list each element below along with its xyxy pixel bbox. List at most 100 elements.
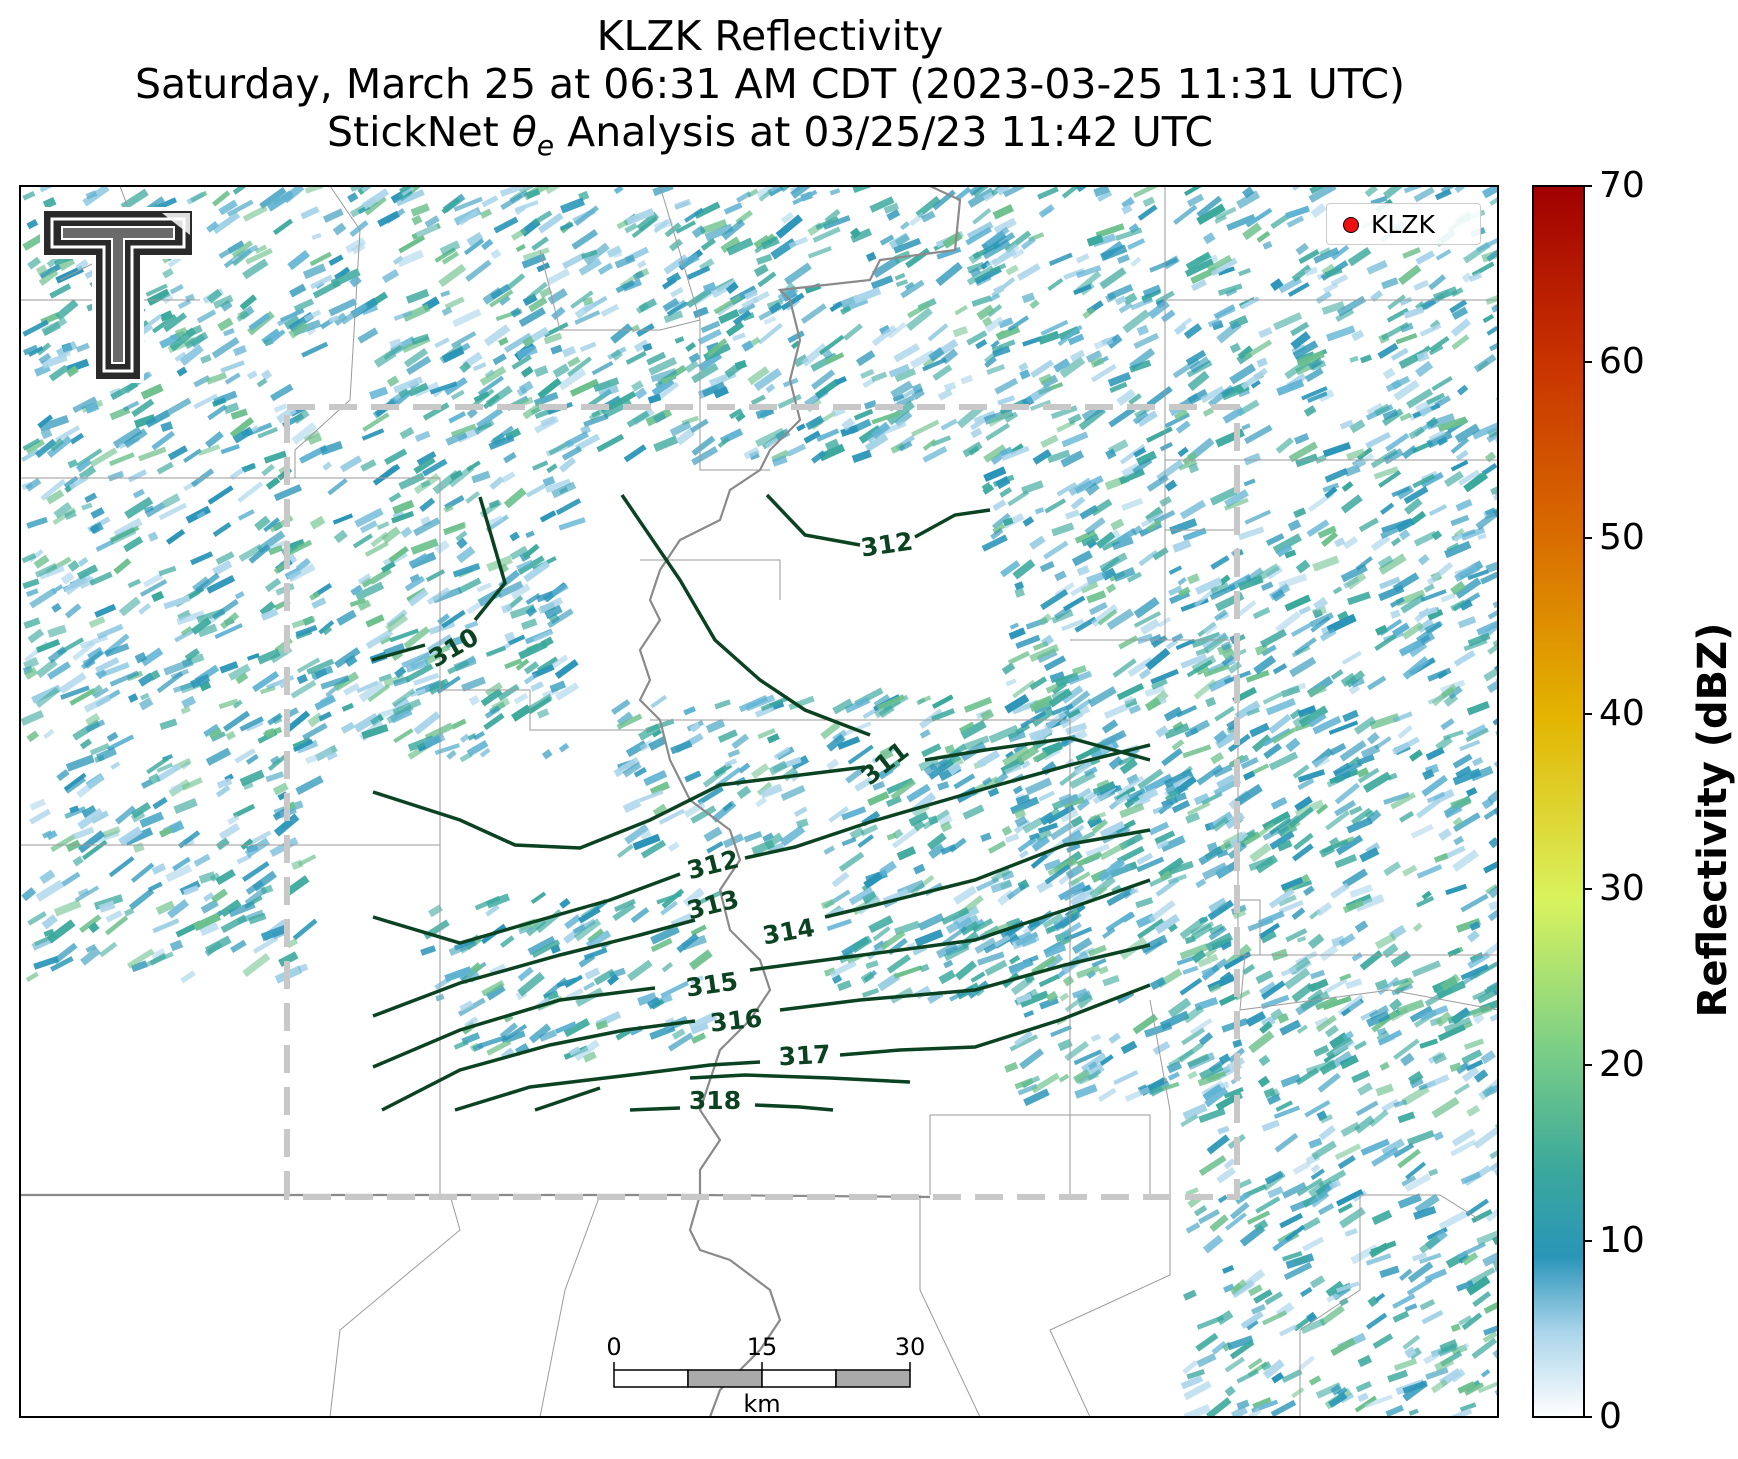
echo-cell [1160, 835, 1186, 852]
echo-cell [354, 581, 385, 601]
echo-cell [1166, 1060, 1183, 1074]
echo-cell [1374, 932, 1397, 950]
echo-cell [992, 499, 1007, 511]
echo-cell [651, 377, 675, 397]
echo-cell [55, 425, 81, 443]
echo-cell [717, 436, 731, 448]
echo-cell [33, 554, 50, 569]
echo-cell [1122, 292, 1138, 306]
echo-cell [1058, 1073, 1070, 1083]
echo-cell [1136, 450, 1157, 466]
echo-cell [22, 578, 40, 590]
echo-cell [381, 526, 401, 544]
echo-cell [22, 191, 36, 201]
echo-cell [1354, 893, 1385, 912]
echo-cell [452, 308, 482, 328]
echo-cell [648, 736, 667, 751]
echo-cell [1431, 683, 1458, 707]
echo-cell [1019, 1048, 1044, 1070]
echo-cell [658, 808, 685, 825]
echo-cell [252, 936, 279, 954]
echo-cell [1461, 1049, 1483, 1065]
echo-cell [885, 795, 902, 808]
echo-cell [1315, 290, 1332, 304]
echo-cell [640, 839, 667, 859]
echo-cell [1300, 1318, 1326, 1335]
echo-cell [998, 317, 1014, 329]
echo-cell [53, 501, 73, 519]
echo-cell [1497, 281, 1498, 295]
echo-cell [288, 320, 309, 339]
echo-cell [1313, 596, 1329, 611]
scale-tick-15: 15 [746, 1333, 778, 1361]
echo-cell [272, 218, 294, 236]
echo-cell [943, 959, 954, 969]
echo-cell [49, 283, 72, 299]
echo-cell [1224, 1385, 1236, 1397]
echo-cell [691, 435, 716, 456]
echo-cell [591, 360, 614, 376]
echo-cell [1070, 871, 1091, 886]
echo-cell [165, 864, 193, 883]
echo-cell [208, 727, 223, 739]
echo-cell [489, 476, 505, 490]
echo-cell [215, 551, 235, 565]
echo-cell [1322, 995, 1352, 1011]
echo-cell [1232, 1039, 1243, 1048]
echo-cell [843, 323, 863, 341]
echo-cell [537, 377, 562, 400]
echo-cell [146, 288, 171, 306]
echo-cell [1292, 712, 1311, 728]
echo-cell [1351, 1069, 1371, 1084]
echo-cell [1060, 450, 1085, 468]
echo-cell [490, 425, 514, 445]
echo-cell [584, 967, 601, 980]
echo-cell [336, 609, 357, 626]
echo-cell [85, 943, 97, 953]
contour-313 [372, 743, 1151, 945]
echo-cell [39, 869, 56, 884]
echo-cell [1297, 777, 1315, 791]
echo-cell [803, 387, 829, 408]
echo-cell [75, 258, 89, 271]
echo-cell [1310, 1164, 1321, 1174]
echo-cell [1145, 647, 1171, 671]
echo-cell [732, 332, 746, 342]
echo-cell [434, 337, 450, 348]
echo-cell [1220, 641, 1233, 652]
echo-cell [1210, 751, 1225, 765]
echo-cell [714, 699, 731, 710]
echo-cell [493, 216, 519, 234]
echo-cell [1473, 353, 1497, 373]
echo-cell [1419, 1298, 1436, 1311]
echo-cell [1487, 609, 1498, 620]
echo-cell [652, 411, 667, 424]
echo-cell [1195, 878, 1207, 889]
echo-cell [940, 418, 958, 431]
echo-cell [572, 924, 586, 935]
echo-cell [1472, 1291, 1492, 1308]
echo-cell [259, 187, 287, 209]
echo-cell [1260, 1361, 1272, 1371]
echo-cell [984, 356, 997, 368]
echo-cell [1198, 1155, 1227, 1177]
echo-cell [969, 266, 982, 278]
echo-cell [1241, 367, 1268, 390]
echo-cell [322, 208, 344, 223]
echo-cell [1190, 921, 1215, 936]
echo-cell [1074, 1083, 1098, 1099]
echo-cell [356, 680, 379, 694]
echo-cell [503, 451, 517, 464]
echo-cell [1179, 916, 1207, 940]
echo-cell [1223, 1158, 1236, 1170]
echo-cell [139, 811, 164, 828]
echo-cell [180, 970, 196, 984]
echo-cell [1310, 203, 1327, 219]
echo-cell [1466, 1104, 1481, 1117]
echo-cell [1013, 818, 1031, 835]
echo-cell [140, 779, 153, 789]
radar-site-marker [1343, 217, 1359, 233]
echo-cell [448, 465, 475, 488]
echo-cell [1015, 794, 1031, 806]
echo-cell [893, 343, 921, 363]
